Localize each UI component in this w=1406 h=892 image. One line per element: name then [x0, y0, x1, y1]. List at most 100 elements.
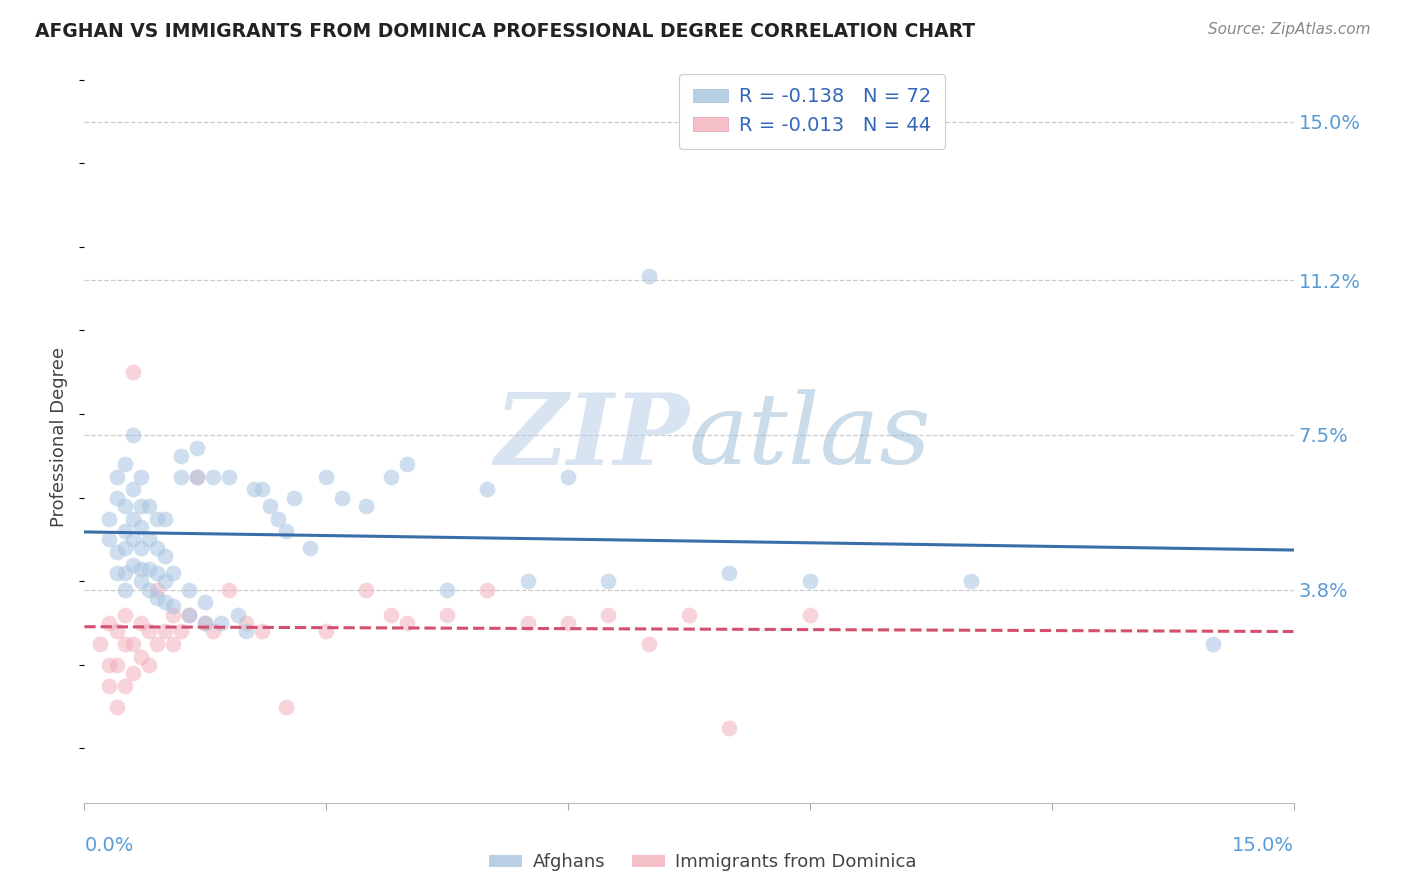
Text: atlas: atlas: [689, 390, 932, 484]
Y-axis label: Professional Degree: Professional Degree: [51, 347, 69, 527]
Point: [179, 607, 201, 622]
Text: AFGHAN VS IMMIGRANTS FROM DOMINICA PROFESSIONAL DEGREE CORRELATION CHART: AFGHAN VS IMMIGRANTS FROM DOMINICA PROFE…: [35, 22, 976, 41]
Point: [89, 637, 111, 651]
Point: [516, 616, 538, 631]
Point: [146, 582, 169, 597]
Point: [960, 574, 983, 589]
Point: [114, 499, 136, 513]
Point: [557, 470, 579, 484]
Point: [678, 607, 700, 622]
Point: [129, 499, 152, 513]
Point: [170, 449, 193, 463]
Point: [799, 607, 821, 622]
Text: ZIP: ZIP: [494, 389, 689, 485]
Point: [138, 499, 160, 513]
Point: [242, 483, 264, 497]
Point: [97, 616, 120, 631]
Point: [356, 499, 378, 513]
Point: [121, 533, 143, 547]
Point: [121, 428, 143, 442]
Point: [105, 699, 128, 714]
Point: [330, 491, 353, 505]
Point: [153, 574, 176, 589]
Point: [170, 470, 193, 484]
Point: [477, 582, 499, 597]
Point: [799, 574, 821, 589]
Point: [186, 470, 208, 484]
Point: [718, 721, 741, 735]
Point: [274, 524, 297, 538]
Point: [259, 499, 281, 513]
Point: [299, 541, 322, 555]
Legend: R = -0.138   N = 72, R = -0.013   N = 44: R = -0.138 N = 72, R = -0.013 N = 44: [679, 74, 945, 149]
Point: [105, 566, 128, 580]
Point: [146, 637, 169, 651]
Legend: Afghans, Immigrants from Dominica: Afghans, Immigrants from Dominica: [482, 847, 924, 879]
Point: [395, 616, 418, 631]
Point: [194, 616, 217, 631]
Point: [436, 607, 458, 622]
Point: [218, 582, 240, 597]
Point: [129, 616, 152, 631]
Point: [138, 582, 160, 597]
Point: [202, 470, 225, 484]
Point: [356, 582, 378, 597]
Point: [162, 566, 184, 580]
Point: [380, 470, 402, 484]
Point: [598, 574, 620, 589]
Point: [129, 470, 152, 484]
Point: [162, 637, 184, 651]
Point: [170, 624, 193, 639]
Point: [97, 533, 120, 547]
Point: [146, 591, 169, 605]
Point: [315, 624, 337, 639]
Point: [129, 520, 152, 534]
Point: [557, 616, 579, 631]
Point: [97, 679, 120, 693]
Text: 0.0%: 0.0%: [84, 836, 134, 855]
Point: [97, 511, 120, 525]
Point: [153, 549, 176, 564]
Point: [250, 624, 273, 639]
Point: [598, 607, 620, 622]
Point: [146, 511, 169, 525]
Point: [179, 582, 201, 597]
Point: [283, 491, 305, 505]
Point: [105, 657, 128, 672]
Point: [105, 624, 128, 639]
Point: [186, 470, 208, 484]
Point: [138, 657, 160, 672]
Point: [146, 566, 169, 580]
Point: [235, 616, 257, 631]
Point: [146, 541, 169, 555]
Text: 15.0%: 15.0%: [1232, 836, 1294, 855]
Point: [186, 441, 208, 455]
Point: [153, 511, 176, 525]
Point: [226, 607, 249, 622]
Point: [202, 624, 225, 639]
Point: [114, 637, 136, 651]
Point: [380, 607, 402, 622]
Point: [114, 566, 136, 580]
Point: [121, 483, 143, 497]
Point: [129, 649, 152, 664]
Point: [138, 562, 160, 576]
Point: [718, 566, 741, 580]
Point: [114, 541, 136, 555]
Point: [129, 574, 152, 589]
Point: [138, 624, 160, 639]
Point: [637, 269, 659, 284]
Point: [436, 582, 458, 597]
Point: [235, 624, 257, 639]
Point: [637, 637, 659, 651]
Point: [105, 491, 128, 505]
Point: [274, 699, 297, 714]
Point: [105, 470, 128, 484]
Point: [179, 607, 201, 622]
Point: [105, 545, 128, 559]
Point: [114, 679, 136, 693]
Point: [138, 533, 160, 547]
Point: [121, 511, 143, 525]
Point: [121, 365, 143, 379]
Point: [516, 574, 538, 589]
